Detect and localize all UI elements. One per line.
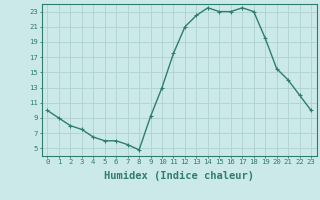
X-axis label: Humidex (Indice chaleur): Humidex (Indice chaleur) xyxy=(104,171,254,181)
